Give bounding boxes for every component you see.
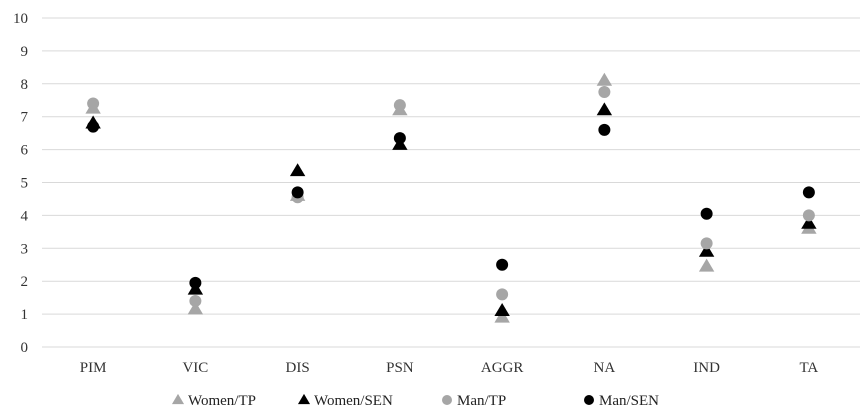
data-point-man-sen [700, 207, 713, 220]
data-point-women-tp [596, 72, 613, 86]
y-tick-label: 3 [21, 241, 29, 257]
data-point-women-tp [698, 258, 715, 272]
data-point-women-sen [289, 163, 306, 177]
x-tick-label: AGGR [481, 360, 524, 376]
x-tick-label: NA [594, 360, 616, 376]
legend-item: Man/SEN [584, 393, 659, 409]
data-point-women-tp [187, 301, 204, 315]
y-tick-label: 0 [21, 340, 29, 356]
data-point-man-tp [87, 97, 100, 110]
data-point-women-sen [801, 215, 817, 229]
data-point-women-sen [698, 243, 715, 257]
legend-marker [584, 395, 594, 405]
gridlines [42, 17, 860, 348]
x-axis-ticks: PIM VIC DIS PSN AGGR NA IND TA [80, 360, 819, 376]
data-point-women-tp [494, 309, 510, 323]
data-point-women-sen [494, 303, 510, 316]
data-point-man-sen [189, 276, 202, 289]
legend-item: Man/TP [442, 393, 506, 409]
data-point-man-sen [496, 258, 509, 271]
x-tick-label: VIC [182, 360, 208, 376]
y-tick-label: 1 [21, 307, 29, 323]
legend-label: Women/SEN [314, 393, 393, 409]
y-tick-label: 4 [21, 208, 29, 224]
data-point-man-tp [700, 237, 713, 250]
data-point-women-sen [596, 102, 613, 116]
data-point-man-tp [802, 209, 815, 222]
legend-marker [171, 393, 185, 405]
y-axis-ticks: 0 1 2 3 4 5 6 7 8 9 10 [13, 11, 29, 356]
y-tick-label: 10 [13, 11, 28, 27]
x-tick-label: IND [693, 360, 720, 376]
data-point-man-sen [87, 120, 100, 133]
data-point-man-sen [291, 186, 304, 199]
legend-label: Man/SEN [599, 393, 659, 409]
data-point-man-sen [802, 186, 815, 199]
data-points [85, 72, 817, 323]
x-tick-label: PSN [386, 360, 414, 376]
data-point-man-tp [598, 86, 611, 99]
y-tick-label: 5 [21, 176, 29, 192]
y-tick-label: 9 [21, 44, 29, 60]
data-point-man-sen [598, 123, 611, 136]
legend-marker [442, 395, 452, 405]
legend-item: Women/TP [171, 393, 256, 409]
y-tick-label: 8 [21, 77, 29, 93]
data-point-man-sen [393, 132, 406, 145]
legend: Women/TP Women/SEN Man/TP Man/SEN [171, 393, 659, 409]
y-tick-label: 6 [21, 143, 29, 159]
legend-marker [297, 393, 311, 405]
legend-label: Women/TP [188, 393, 256, 409]
y-tick-label: 2 [21, 274, 29, 290]
x-tick-label: DIS [286, 360, 310, 376]
data-point-man-tp [393, 99, 406, 112]
data-point-man-tp [496, 288, 509, 301]
y-tick-label: 7 [21, 110, 29, 126]
legend-item: Women/SEN [297, 393, 393, 409]
data-point-man-tp [189, 294, 202, 307]
legend-label: Man/TP [457, 393, 506, 409]
x-tick-label: TA [799, 360, 818, 376]
x-tick-label: PIM [80, 360, 107, 376]
